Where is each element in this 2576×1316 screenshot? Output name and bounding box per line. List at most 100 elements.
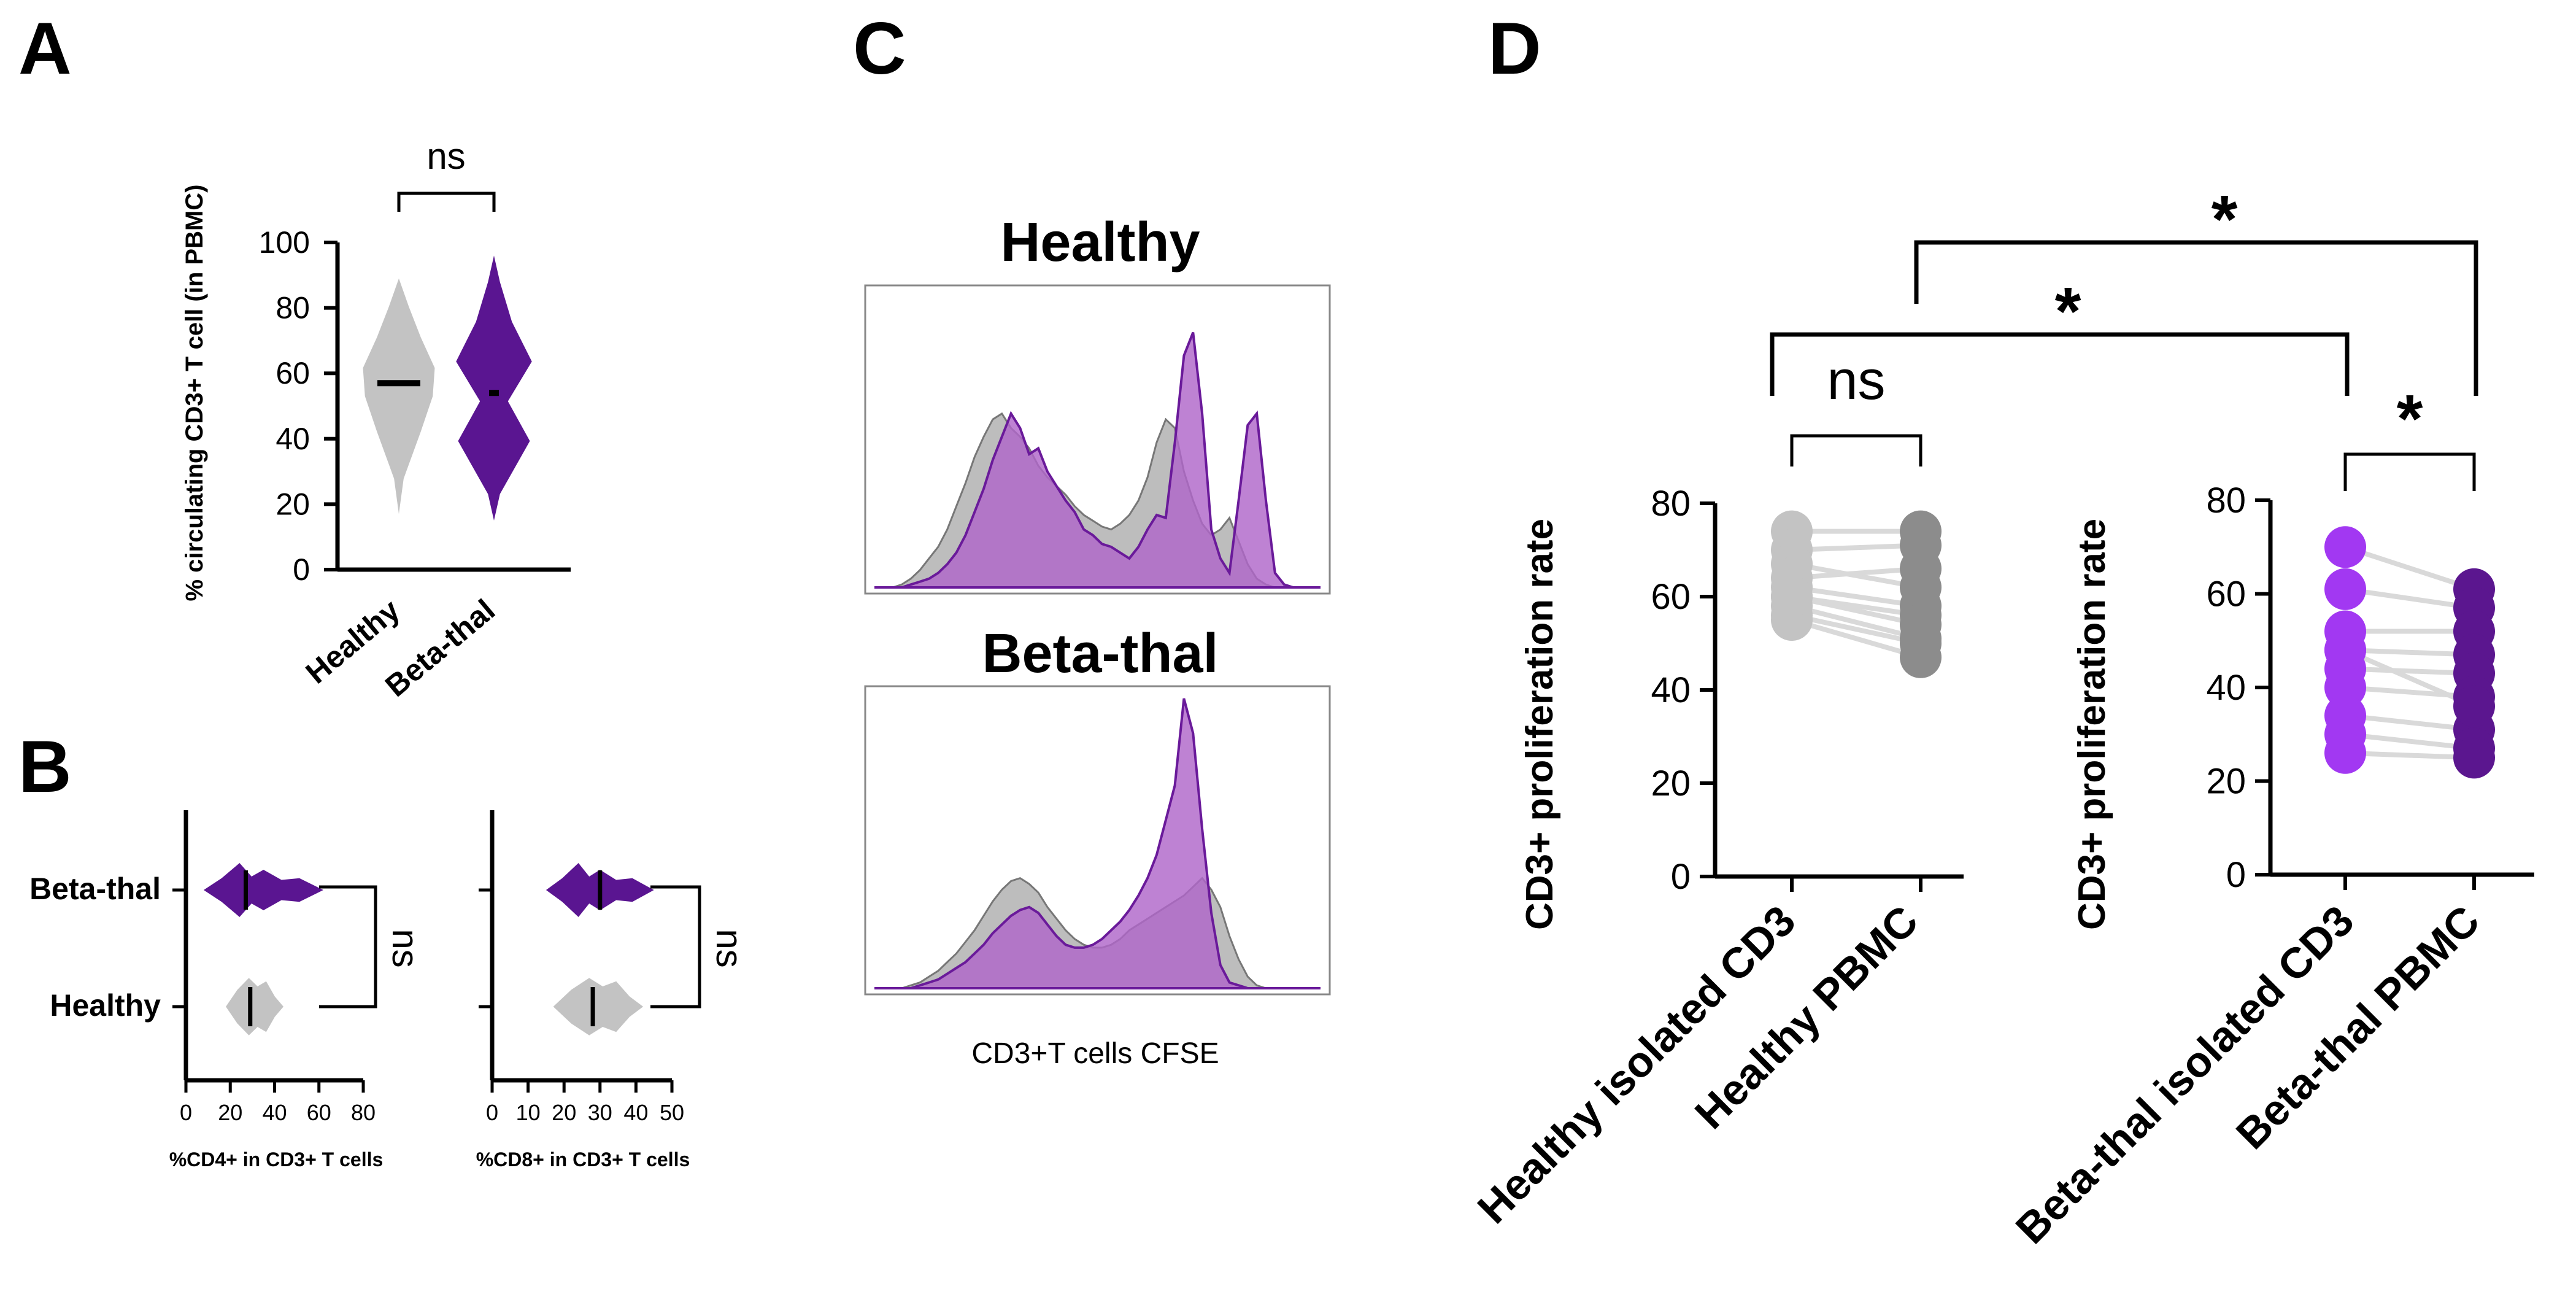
panel-b-ylabel-healthy: Healthy — [50, 988, 161, 1023]
panel-b-cd8-violins: 0 10 20 30 40 50 — [479, 863, 684, 1125]
panel-b-cd4-xlabel: %CD4+ in CD3+ T cells — [169, 1148, 384, 1171]
panel-b-cd4-bracket — [319, 885, 377, 1008]
panel-c-purple-area — [874, 331, 1321, 589]
panel-d1-pair-line — [1791, 613, 1921, 646]
panel-d1-ytick-label: 60 — [1651, 577, 1691, 617]
panel-d2-points — [2324, 526, 2495, 779]
panel-b: B Beta-thal Healthy 0 20 40 60 80 ns %CD4+ i… — [18, 726, 750, 1171]
panel-a-xticklabels: Healthy Beta-thal — [299, 592, 501, 703]
panel-b-cd4-violin-betathal — [203, 863, 323, 917]
panel-c-purple-area — [874, 698, 1321, 989]
panel-d-star-betathal-cd3: * — [2055, 274, 2081, 349]
panel-b-cd8-xtick-label: 0 — [486, 1100, 498, 1125]
panel-d1-xtick-healthy-pbmc: Healthy PBMC — [1686, 896, 1927, 1137]
panel-d1-point-right — [1900, 548, 1942, 590]
panel-d2-ylabel: CD3+ proliferation rate — [2071, 519, 2113, 930]
panel-d1-ytick-label: 40 — [1651, 670, 1691, 710]
panel-d1-point-left — [1771, 576, 1813, 617]
panel-d2-yticks: 0 20 40 60 80 — [2206, 481, 2476, 895]
panel-b-cd4-xtick-label: 20 — [218, 1100, 242, 1125]
panel-d2-ytick-label: 80 — [2206, 481, 2246, 521]
panel-d-label: D — [1488, 7, 1541, 90]
panel-b-cd4-violin-healthy — [226, 978, 283, 1035]
panel-d1-pair-line — [1791, 617, 1922, 660]
panel-d2-pair-line — [2345, 648, 2475, 657]
panel-d1-point-right — [1900, 603, 1942, 646]
panel-d1-ytick-label: 80 — [1651, 484, 1691, 524]
panel-d2-pair-line — [2345, 732, 2475, 751]
panel-d1-points — [1771, 510, 1942, 678]
panel-d2-pair-line — [2345, 713, 2475, 732]
panel-d1-pair-line — [1791, 584, 1921, 609]
panel-c-label: C — [853, 7, 906, 90]
panel-d1-ylabel: CD3+ proliferation rate — [1519, 519, 1561, 930]
panel-c-title-healthy: Healthy — [1000, 212, 1200, 273]
panel-d2-pair-line — [2345, 666, 2475, 676]
panel-a-significance: ns — [397, 136, 496, 212]
panel-d-bracket-healthy-vs-betathal-cd3 — [1770, 332, 2350, 396]
panel-a-violin-betathal — [456, 255, 532, 521]
panel-a-yaxis — [335, 242, 571, 572]
panel-a-ytick-label: 20 — [276, 487, 310, 521]
panel-d2-bracket — [2343, 452, 2476, 491]
panel-b-cd4-violins: 0 20 40 60 80 — [172, 863, 376, 1125]
panel-d2-ytick-label: 20 — [2206, 762, 2246, 802]
panel-c-healthy-histogram — [874, 331, 1321, 589]
panel-d1-bracket — [1790, 434, 1922, 466]
panel-b-cd4-xtick-label: 0 — [180, 1100, 192, 1125]
panel-d2-point-left — [2324, 568, 2366, 610]
panel-d2-ytick-label: 40 — [2206, 668, 2246, 708]
panel-a-ytick-label: 40 — [276, 422, 310, 456]
panel-a-violin-healthy — [363, 278, 435, 514]
panel-d2-point-right — [2453, 685, 2495, 727]
panel-a-ytick-label: 0 — [293, 552, 310, 587]
panel-d1-yticks: 0 20 40 60 80 — [1651, 484, 1922, 897]
panel-b-cd4-xtick-label: 80 — [351, 1100, 376, 1125]
panel-d: D CD3+ proliferation rate 0 20 40 60 80 Heal… — [1468, 7, 2534, 1253]
panel-a-ytick-label: 60 — [276, 356, 310, 390]
panel-a: A % circulating CD3+ T cell (in PBMC) 0 2… — [18, 7, 571, 703]
panel-b-cd8: 0 10 20 30 40 50 ns %CD8+ in CD3+ T cells — [476, 810, 750, 1171]
panel-c-xlabel: CD3+T cells CFSE — [971, 1037, 1219, 1070]
panel-b-cd8-xtick-label: 20 — [552, 1100, 576, 1125]
panel-d2-ytick-label: 0 — [2226, 855, 2246, 895]
panel-d2-pair-line — [2344, 544, 2475, 592]
panel-d1-pair-line — [1791, 594, 1921, 627]
panel-d2-point-right — [2453, 737, 2495, 779]
panel-b-label: B — [18, 726, 72, 808]
panel-d-star-betathal-pbmc: * — [2212, 182, 2238, 257]
panel-a-yticks: 0 20 40 60 80 100 — [259, 225, 337, 587]
panel-b-cd8-xtick-label: 50 — [660, 1100, 684, 1125]
panel-d1-ytick-label: 20 — [1651, 764, 1691, 803]
panel-b-ylabel-betathal: Beta-thal — [29, 872, 161, 906]
panel-d2-xtick-betathal-pbmc: Beta-thal PBMC — [2227, 896, 2488, 1158]
panel-d2-point-left — [2324, 526, 2366, 568]
panel-d2-pair-line — [2345, 750, 2475, 761]
panel-b-cd8-xtick-label: 40 — [623, 1100, 648, 1125]
panel-b-cd8-ns: ns — [709, 929, 750, 967]
panel-c-title-betathal: Beta-thal — [982, 623, 1218, 684]
panel-a-bracket — [397, 192, 496, 212]
panel-b-cd4-xtick-label: 40 — [262, 1100, 287, 1125]
panel-a-violins — [363, 255, 532, 521]
panel-b-cd4: 0 20 40 60 80 ns %CD4+ in CD3+ T cells — [169, 810, 426, 1171]
panel-d1-pair-line — [1791, 543, 1921, 552]
panel-d1-ytick-label: 0 — [1671, 857, 1691, 897]
panel-d1-pair-line — [1791, 566, 1921, 581]
panel-d1-ns: ns — [1827, 350, 1885, 411]
panel-b-cd4-ns: ns — [385, 929, 426, 967]
panel-d1-pair-line — [1791, 603, 1921, 641]
panel-b-cd8-bracket — [650, 885, 701, 1008]
panel-d2-point-left — [2324, 629, 2366, 671]
panel-d2-ytick-label: 60 — [2206, 575, 2246, 614]
panel-d2-point-left — [2324, 732, 2366, 774]
panel-c-betathal-histogram — [874, 698, 1321, 989]
panel-a-ytick-label: 100 — [259, 225, 310, 260]
panel-d1-point-right — [1900, 636, 1942, 678]
panel-d2-pair-line — [2344, 648, 2475, 709]
panel-b-cd8-violin-healthy — [553, 978, 644, 1035]
panel-d-bracket-healthy-vs-betathal-pbmc — [1914, 240, 2478, 396]
panel-a-ytick-label: 80 — [276, 291, 310, 325]
panel-b-cd8-xtick-label: 10 — [516, 1100, 541, 1125]
